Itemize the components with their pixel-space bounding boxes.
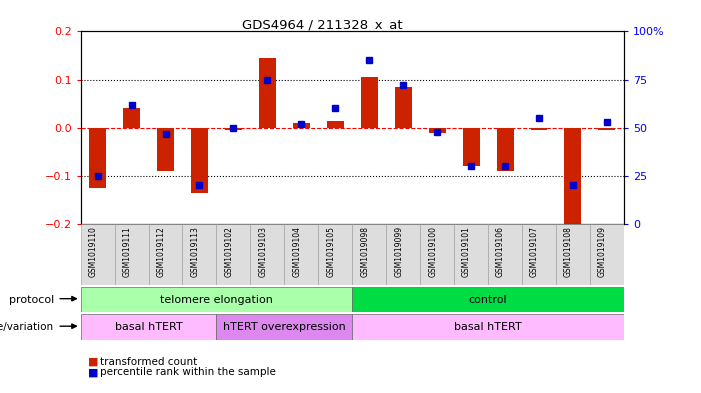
Bar [428,128,446,132]
Text: transformed count: transformed count [100,356,197,367]
Bar [293,123,310,128]
Bar [590,224,624,285]
Bar [420,224,454,285]
Text: GSM1019098: GSM1019098 [360,226,369,277]
Text: GSM1019106: GSM1019106 [496,226,505,277]
Bar [285,224,318,285]
Bar [81,287,353,312]
Text: telomere elongation: telomere elongation [160,295,273,305]
Text: GSM1019109: GSM1019109 [598,226,607,277]
Text: genotype/variation: genotype/variation [0,322,54,332]
Text: basal hTERT: basal hTERT [115,322,182,332]
Text: percentile rank within the sample: percentile rank within the sample [100,367,275,377]
Text: GSM1019110: GSM1019110 [88,226,97,277]
Bar [564,128,581,224]
Text: GSM1019103: GSM1019103 [259,226,267,277]
Bar [89,128,106,188]
Bar [225,128,242,130]
Bar [149,224,182,285]
Bar [259,58,276,128]
Text: basal hTERT: basal hTERT [454,322,522,332]
Bar [531,128,547,130]
Text: GSM1019112: GSM1019112 [156,226,165,277]
Bar [318,224,353,285]
Bar [182,224,217,285]
Bar [386,224,420,285]
Bar [217,314,353,340]
Bar [361,77,378,128]
Bar [353,287,624,312]
Bar [250,224,285,285]
Bar [114,224,149,285]
Text: control: control [469,295,508,305]
Bar [463,128,479,166]
Text: ■: ■ [88,356,98,367]
Text: GSM1019108: GSM1019108 [564,226,573,277]
Text: protocol: protocol [8,295,54,305]
Bar [123,108,140,128]
Bar [599,128,615,130]
Bar [395,87,411,128]
Text: GSM1019099: GSM1019099 [394,226,403,277]
Bar [488,224,522,285]
Text: GSM1019100: GSM1019100 [428,226,437,277]
Text: GSM1019105: GSM1019105 [326,226,335,277]
Text: GSM1019113: GSM1019113 [191,226,200,277]
Bar [81,224,114,285]
Text: ■: ■ [88,367,98,377]
Text: GSM1019102: GSM1019102 [224,226,233,277]
Bar [556,224,590,285]
Text: hTERT overexpression: hTERT overexpression [223,322,346,332]
Text: GDS4964 / 211328_x_at: GDS4964 / 211328_x_at [242,18,403,31]
Text: GSM1019107: GSM1019107 [530,226,539,277]
Bar [81,314,217,340]
Bar [327,121,343,128]
Bar [191,128,208,193]
Text: GSM1019101: GSM1019101 [462,226,471,277]
Text: GSM1019104: GSM1019104 [292,226,301,277]
Bar [454,224,488,285]
Bar [157,128,174,171]
Bar [353,224,386,285]
Bar [522,224,556,285]
Bar [496,128,514,171]
Bar [353,314,624,340]
Text: GSM1019111: GSM1019111 [123,226,132,277]
Bar [217,224,250,285]
